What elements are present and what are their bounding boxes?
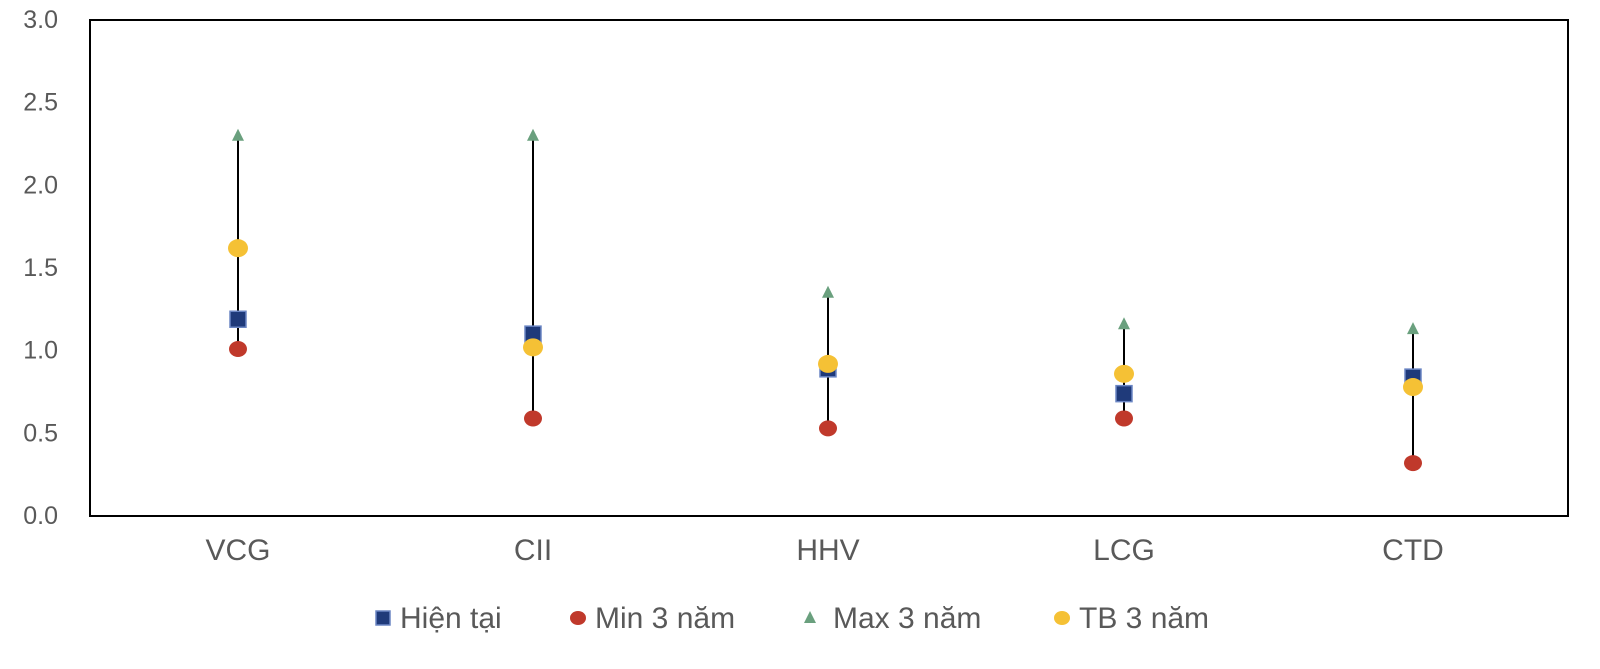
y-tick-label: 0.5 [23,419,58,447]
legend-marker [804,611,816,623]
y-tick-label: 1.5 [23,254,58,282]
max-point [527,128,539,141]
max-point [1407,322,1419,335]
current-point [229,310,247,329]
x-axis-categories: VCG CII HHV LCG CTD [205,534,1443,567]
y-tick-label: 0.0 [23,502,58,530]
tb-point [523,338,543,357]
max-point [232,128,244,141]
x-category-label: CTD [1382,534,1444,567]
current-point [1115,384,1133,403]
min-point [1404,455,1422,472]
legend-marker [570,611,586,625]
x-category-label: HHV [796,534,859,567]
tb-point [1114,364,1134,383]
max-point [1118,317,1130,330]
min-point [819,420,837,437]
min-point [229,341,247,358]
legend-marker [1054,611,1070,625]
legend-label: TB 3 năm [1079,602,1209,635]
max-point [822,285,834,298]
legend-label: Hiện tại [400,602,502,635]
y-tick-label: 3.0 [23,6,58,34]
y-tick-label: 1.0 [23,337,58,365]
legend: Hiện tại Min 3 năm Max 3 năm TB 3 năm [375,602,1209,635]
y-tick-label: 2.0 [23,171,58,199]
data-markers [228,128,1423,472]
x-category-label: VCG [205,534,270,567]
x-category-label: CII [514,534,552,567]
tb-point [228,239,248,258]
min-point [524,410,542,427]
tb-point [1403,378,1423,397]
tb-point [818,354,838,373]
x-category-label: LCG [1093,534,1155,567]
legend-label: Max 3 năm [833,602,981,635]
legend-label: Min 3 năm [595,602,735,635]
plot-area [89,19,1569,517]
legend-marker [375,610,391,626]
y-axis-ticks: 0.0 0.5 1.0 1.5 2.0 2.5 3.0 [23,6,58,530]
min-point [1115,410,1133,427]
y-tick-label: 2.5 [23,89,58,117]
